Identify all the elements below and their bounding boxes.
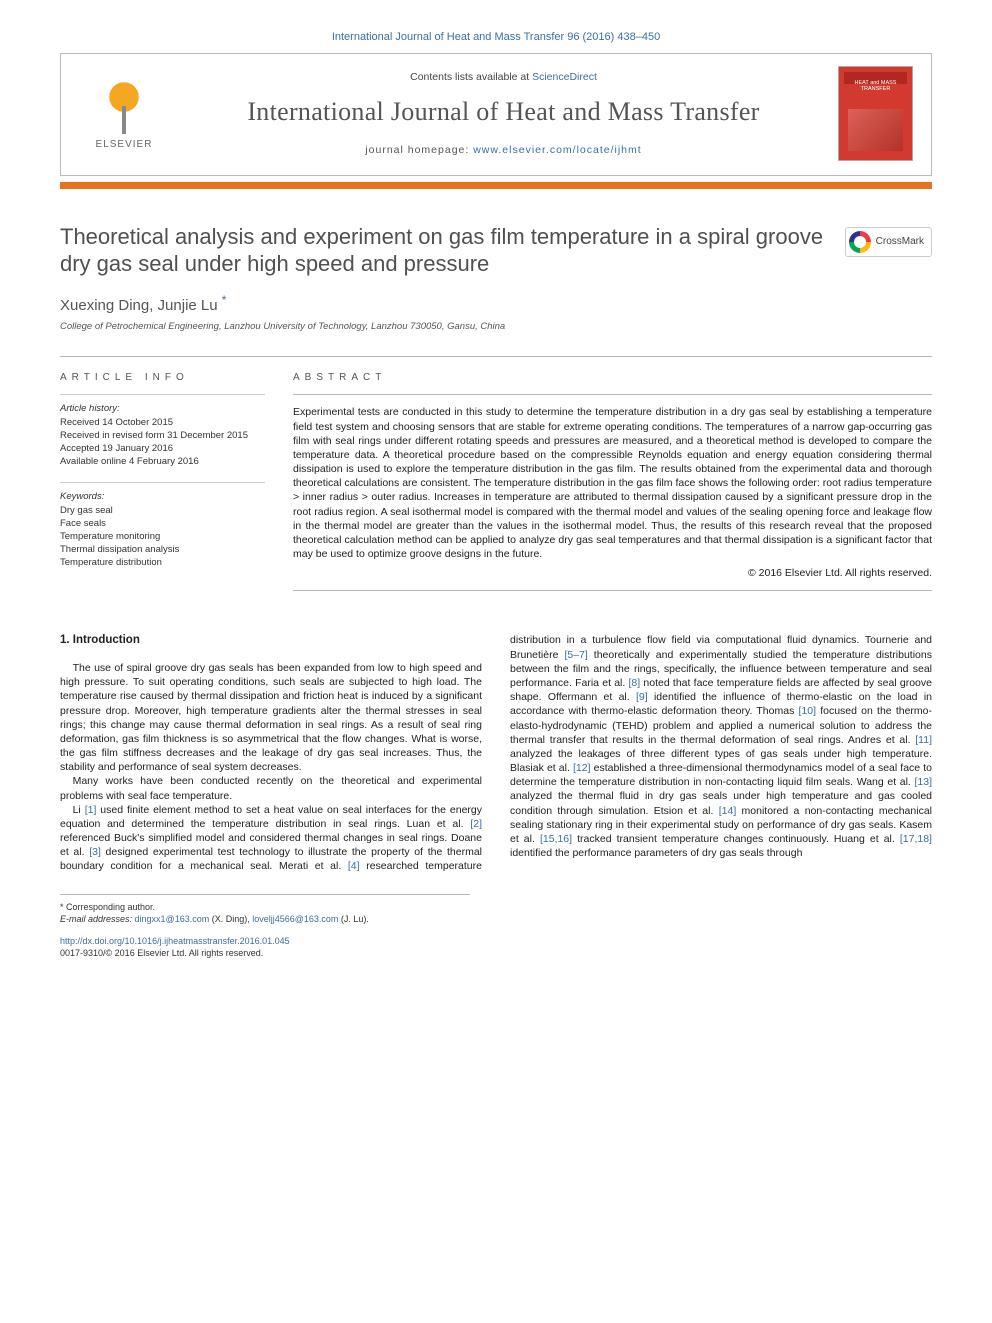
elsevier-tree-icon [94,76,154,136]
keyword: Thermal dissipation analysis [60,544,265,557]
body-text: used finite element method to set a heat… [60,804,482,830]
body-text: identified the performance parameters of… [510,847,802,859]
author-email[interactable]: dingxx1@163.com [135,914,210,924]
history-line: Received 14 October 2015 [60,417,265,430]
doi-link[interactable]: http://dx.doi.org/10.1016/j.ijheatmasstr… [60,935,932,947]
footer-meta: http://dx.doi.org/10.1016/j.ijheatmasstr… [60,935,932,959]
article-info: ARTICLE INFO Article history: Received 1… [60,357,265,592]
corresponding-author-note: * Corresponding author. [60,901,470,913]
body-text: Li [73,804,85,816]
keywords-block: Keywords: Dry gas seal Face seals Temper… [60,491,265,569]
citation-ref[interactable]: [15,16] [540,833,572,845]
journal-name: International Journal of Heat and Mass T… [187,94,820,129]
author-name-paren: (X. Ding), [209,914,252,924]
masthead: ELSEVIER Contents lists available at Sci… [60,53,932,176]
info-abstract-grid: ARTICLE INFO Article history: Received 1… [60,357,932,592]
elsevier-logo: ELSEVIER [79,68,169,158]
citation-ref[interactable]: [14] [719,805,737,817]
journal-cover-thumb: HEAT and MASS TRANSFER [838,66,913,161]
citation-ref[interactable]: [2] [470,818,482,830]
crossmark-icon [849,231,871,253]
citation-ref[interactable]: [4] [348,860,360,872]
emails-label: E-mail addresses: [60,914,135,924]
sciencedirect-link[interactable]: ScienceDirect [532,71,597,83]
crossmark-label: CrossMark [876,235,924,249]
history-line: Accepted 19 January 2016 [60,443,265,456]
citation-ref[interactable]: [11] [915,734,932,746]
keywords-label: Keywords: [60,491,265,504]
article-history: Article history: Received 14 October 201… [60,403,265,468]
author-email[interactable]: loveljj4566@163.com [252,914,338,924]
cover-thumb-text: HEAT and MASS TRANSFER [838,80,913,92]
body-text: designed experimental test technology to… [101,846,347,858]
corresponding-mark: * [222,293,227,307]
history-line: Received in revised form 31 December 201… [60,430,265,443]
abstract-heading: ABSTRACT [293,371,932,385]
homepage-url[interactable]: www.elsevier.com/locate/ijhmt [473,144,641,156]
author-name-paren: (J. Lu). [338,914,369,924]
intro-paragraph: Many works have been conducted recently … [60,774,482,802]
abstract-copyright: © 2016 Elsevier Ltd. All rights reserved… [293,566,932,580]
intro-paragraph: The use of spiral groove dry gas seals h… [60,661,482,774]
contents-available-line: Contents lists available at ScienceDirec… [187,70,820,84]
body-text: tracked transient temperature changes co… [572,833,900,845]
keyword: Temperature distribution [60,557,265,570]
article-title: Theoretical analysis and experiment on g… [60,223,827,278]
citation-ref[interactable]: [5–7] [564,649,587,661]
intro-heading: 1. Introduction [60,633,482,649]
accent-bar [60,182,932,189]
citation-ref[interactable]: [13] [914,776,932,788]
affiliation: College of Petrochemical Engineering, La… [60,321,932,334]
citation-ref[interactable]: [1] [85,804,97,816]
email-line: E-mail addresses: dingxx1@163.com (X. Di… [60,913,470,925]
citation-ref[interactable]: [8] [629,677,641,689]
keyword: Face seals [60,518,265,531]
keyword: Dry gas seal [60,505,265,518]
elsevier-label: ELSEVIER [96,138,153,152]
citation-ref[interactable]: [12] [573,762,591,774]
keyword: Temperature monitoring [60,531,265,544]
footnotes: * Corresponding author. E-mail addresses… [60,894,470,925]
citation-ref[interactable]: [17,18] [900,833,932,845]
citation-ref[interactable]: [3] [89,846,101,858]
homepage-line: journal homepage: www.elsevier.com/locat… [187,143,820,157]
history-label: Article history: [60,403,265,416]
article-info-heading: ARTICLE INFO [60,371,265,385]
authors: Xuexing Ding, Junjie Lu * [60,292,932,316]
citation-ref[interactable]: [10] [799,705,817,717]
abstract-body: Experimental tests are conducted in this… [293,405,932,561]
history-line: Available online 4 February 2016 [60,456,265,469]
issn-copyright: 0017-9310/© 2016 Elsevier Ltd. All right… [60,947,932,959]
homepage-prefix: journal homepage: [365,144,473,156]
masthead-center: Contents lists available at ScienceDirec… [187,70,820,157]
crossmark-button[interactable]: CrossMark [845,227,932,257]
citation-ref[interactable]: [9] [636,691,648,703]
citation-line: International Journal of Heat and Mass T… [60,30,932,45]
title-row: Theoretical analysis and experiment on g… [60,223,932,278]
contents-prefix: Contents lists available at [410,71,532,83]
authors-names: Xuexing Ding, Junjie Lu [60,297,218,314]
abstract-column: ABSTRACT Experimental tests are conducte… [293,357,932,592]
body-columns: 1. Introduction The use of spiral groove… [60,633,932,873]
